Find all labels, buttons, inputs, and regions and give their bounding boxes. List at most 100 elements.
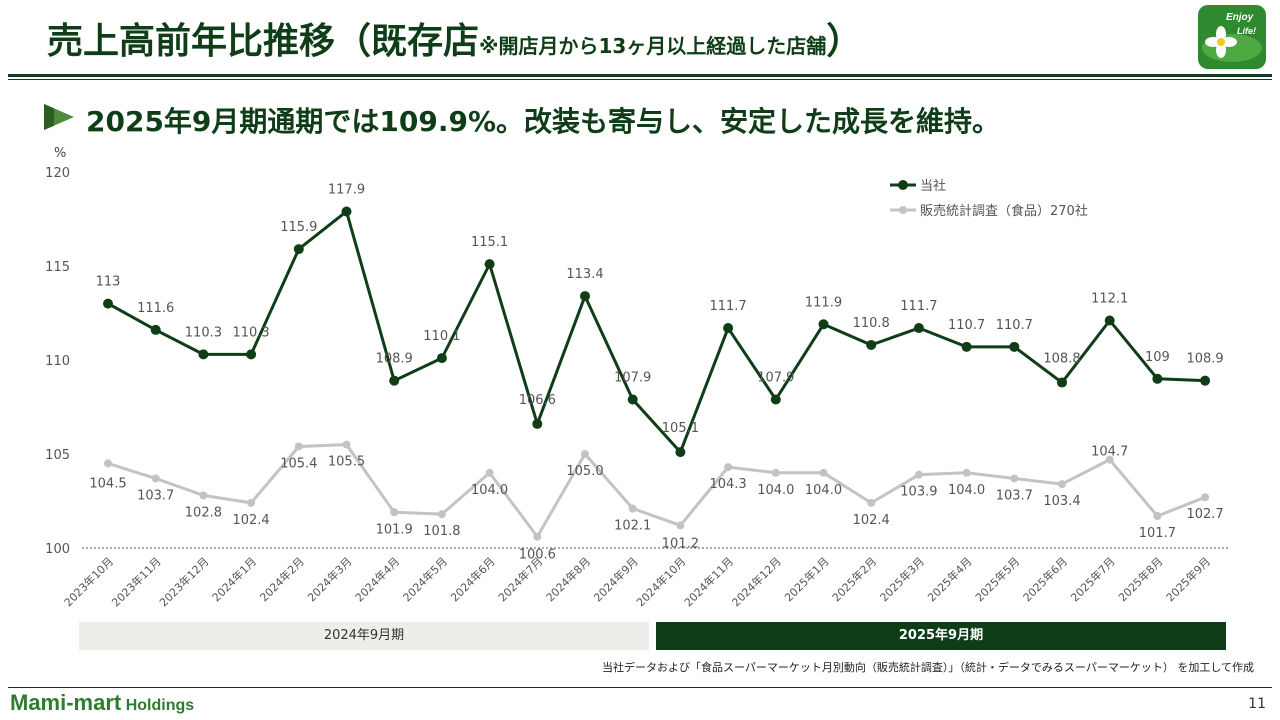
data-label-company: 110.3: [232, 325, 269, 340]
data-label-company: 110.8: [853, 316, 890, 331]
y-tick-label: 100: [45, 542, 70, 557]
data-point-industry: [724, 463, 733, 472]
data-point-company: [103, 298, 113, 309]
period-bar-2024: 2024年9月期: [79, 622, 649, 650]
title-divider-thin: [8, 79, 1272, 80]
y-tick-label: 115: [45, 260, 70, 275]
headline: 2025年9月期通期では109.9%。改装も寄与し、安定した成長を維持。: [86, 105, 1001, 138]
data-point-company: [627, 394, 638, 405]
data-label-company: 115.9: [280, 220, 317, 235]
data-label-company: 110.3: [185, 325, 222, 340]
data-label-company: 111.7: [900, 299, 937, 314]
data-point-company: [1152, 373, 1163, 384]
data-point-industry: [962, 468, 971, 477]
x-tick-label: 2025年3月: [877, 554, 927, 604]
x-tick-label: 2025年8月: [1115, 554, 1165, 604]
period-bar-2025: 2025年9月期: [656, 622, 1226, 650]
data-label-industry: 104.0: [757, 483, 794, 498]
data-label-company: 105.1: [662, 421, 699, 436]
data-point-company: [436, 353, 447, 364]
data-label-industry: 105.4: [280, 456, 317, 471]
data-label-company: 107.9: [614, 370, 651, 385]
title-close: ）: [826, 21, 863, 62]
title-note: ※開店月から13ヶ月以上経過した店舗: [479, 34, 827, 58]
data-label-industry: 103.4: [1043, 494, 1080, 509]
data-point-industry: [628, 504, 637, 513]
data-point-company: [198, 349, 209, 360]
data-point-industry: [1153, 512, 1162, 521]
data-label-industry: 100.6: [519, 548, 556, 563]
data-label-industry: 102.8: [185, 505, 222, 520]
x-tick-label: 2023年11月: [109, 554, 164, 609]
x-tick-label: 2024年12月: [729, 554, 784, 609]
data-label-company: 115.1: [471, 235, 508, 250]
data-point-company: [293, 244, 304, 255]
data-point-industry: [390, 508, 399, 517]
x-tick-label: 2023年12月: [156, 554, 211, 609]
x-tick-label: 2024年2月: [257, 554, 307, 604]
data-point-industry: [581, 450, 589, 458]
data-label-company: 108.9: [376, 352, 413, 367]
data-label-industry: 101.2: [662, 536, 699, 551]
data-point-company: [913, 323, 924, 334]
x-tick-label: 2024年4月: [352, 554, 402, 604]
data-label-industry: 105.5: [328, 455, 365, 470]
data-label-industry: 104.0: [805, 483, 842, 498]
page-title: 売上高前年比推移（既存店※開店月から13ヶ月以上経過した店舗）: [47, 12, 862, 64]
title-main: 売上高前年比推移（既存店: [47, 21, 480, 62]
legend-label-company: 当社: [920, 178, 946, 194]
data-point-company: [580, 291, 590, 302]
x-tick-label: 2025年6月: [1020, 554, 1070, 604]
play-arrow-icon: [44, 104, 74, 130]
data-point-industry: [437, 510, 446, 519]
series-line-industry: [107, 443, 1206, 539]
data-label-company: 111.9: [805, 295, 842, 310]
series-line-company: [107, 209, 1206, 454]
data-point-industry: [294, 442, 303, 451]
data-label-company: 113: [96, 275, 121, 290]
data-label-company: 111.6: [137, 301, 174, 316]
data-label-industry: 101.8: [423, 524, 460, 539]
x-tick-label: 2025年9月: [1163, 554, 1213, 604]
legend-marker-industry: [899, 206, 907, 214]
data-point-industry: [104, 459, 112, 468]
logo-text-1: Enjoy: [1226, 12, 1254, 23]
enjoy-life-logo: Enjoy Life!: [1198, 5, 1266, 69]
data-point-company: [246, 349, 257, 360]
data-point-company: [818, 319, 829, 330]
data-point-industry: [1201, 493, 1210, 502]
data-label-company: 112.1: [1091, 292, 1128, 307]
data-point-company: [1104, 315, 1115, 326]
logo-text-2: Life!: [1237, 26, 1256, 36]
data-label-company: 117.9: [328, 182, 365, 197]
data-label-industry: 104.3: [709, 477, 746, 492]
y-tick-label: 105: [45, 448, 70, 463]
y-tick-label: 110: [45, 354, 70, 369]
data-point-company: [1057, 377, 1067, 388]
legend-marker-company: [898, 180, 908, 190]
x-tick-label: 2024年11月: [681, 554, 736, 609]
data-point-company: [150, 324, 161, 335]
x-tick-label: 2025年5月: [972, 554, 1022, 604]
x-tick-label: 2025年4月: [925, 554, 975, 604]
data-point-industry: [199, 491, 208, 500]
data-label-industry: 102.4: [853, 513, 890, 528]
data-point-company: [389, 375, 400, 386]
data-label-industry: 103.7: [137, 488, 174, 503]
data-label-industry: 102.1: [614, 519, 651, 534]
legend-label-industry: 販売統計調査（食品）270社: [920, 203, 1088, 219]
data-point-industry: [342, 440, 351, 449]
data-label-industry: 102.4: [232, 513, 269, 528]
x-tick-label: 2025年7月: [1068, 554, 1118, 604]
data-point-industry: [485, 468, 494, 477]
y-tick-label: 120: [45, 166, 70, 181]
data-label-industry: 104.7: [1091, 445, 1128, 460]
data-label-industry: 103.9: [900, 485, 937, 500]
x-tick-label: 2024年3月: [304, 554, 354, 604]
x-tick-label: 2023年10月: [61, 554, 116, 609]
data-label-industry: 104.0: [948, 483, 985, 498]
data-label-company: 111.7: [709, 299, 746, 314]
data-point-industry: [1105, 455, 1114, 464]
data-point-company: [961, 341, 972, 352]
